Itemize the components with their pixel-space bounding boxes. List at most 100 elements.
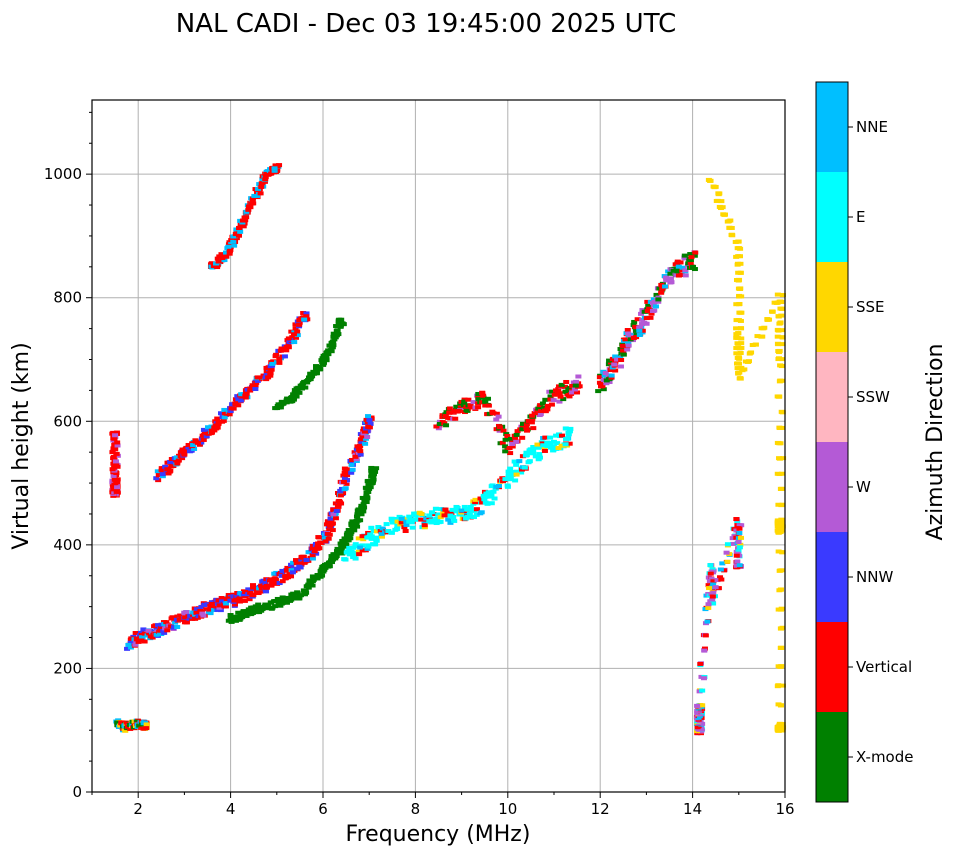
echo-mark: [309, 553, 316, 558]
echo-mark: [735, 318, 742, 323]
echo-mark: [596, 375, 603, 380]
echo-mark: [328, 340, 335, 345]
echo-mark: [242, 589, 249, 594]
echo-mark: [608, 375, 615, 380]
echo-mark: [735, 539, 742, 544]
echo-mark: [708, 576, 715, 581]
echo-mark: [258, 586, 265, 591]
echo-mark: [335, 332, 342, 337]
echo-mark: [214, 607, 221, 612]
echo-mark: [513, 469, 520, 474]
echo-mark: [370, 477, 377, 482]
echo-mark: [421, 523, 428, 528]
echo-mark: [293, 566, 300, 571]
echo-mark: [365, 414, 372, 419]
y-axis-ticks: 0 200 400 600 800 1000: [44, 111, 92, 801]
echo-mark: [346, 533, 353, 538]
echo-mark: [500, 428, 507, 433]
echo-mark: [523, 453, 530, 458]
echo-mark: [759, 334, 766, 339]
echo-mark: [225, 242, 232, 247]
echo-mark: [368, 468, 375, 473]
echo-mark: [236, 233, 243, 238]
echo-mark: [500, 479, 507, 484]
echo-mark: [333, 509, 340, 514]
echo-mark: [488, 493, 495, 498]
echo-mark: [507, 451, 514, 456]
echo-mark: [734, 361, 741, 366]
echo-mark: [351, 528, 358, 533]
echo-mark: [283, 348, 290, 353]
echo-mark: [182, 615, 189, 620]
x-axis-label: Frequency (MHz): [346, 822, 531, 847]
echo-mark: [221, 258, 228, 263]
echo-mark: [775, 356, 782, 361]
echo-mark: [249, 196, 256, 201]
echo-mark: [663, 275, 670, 280]
echo-mark: [329, 528, 336, 533]
echo-mark: [181, 613, 188, 618]
echo-mark: [172, 620, 179, 625]
echo-mark: [230, 594, 237, 599]
echo-mark: [735, 370, 742, 375]
echo-mark: [741, 367, 748, 372]
echo-mark: [226, 412, 233, 417]
echo-mark: [482, 399, 489, 404]
echo-mark: [132, 631, 139, 636]
echo-mark: [694, 703, 701, 708]
echo-mark: [223, 601, 230, 606]
echo-mark: [249, 592, 256, 597]
echo-mark: [327, 516, 334, 521]
echo-mark: [163, 620, 170, 625]
echo-mark: [302, 385, 309, 390]
echo-mark: [320, 360, 327, 365]
echo-mark: [562, 384, 569, 389]
echo-mark: [149, 635, 156, 640]
echo-mark: [280, 401, 287, 406]
echo-mark: [114, 720, 121, 725]
echo-mark: [549, 389, 556, 394]
echo-mark: [181, 450, 188, 455]
echo-mark: [254, 378, 261, 383]
echo-mark: [250, 585, 257, 590]
echo-mark: [548, 402, 555, 407]
echo-mark: [778, 664, 785, 669]
echo-mark: [238, 392, 245, 397]
echo-mark: [258, 184, 265, 189]
echo-mark: [504, 434, 511, 439]
echo-mark: [738, 341, 745, 346]
echo-mark: [362, 499, 369, 504]
echo-mark: [368, 474, 375, 479]
echo-mark: [646, 306, 653, 311]
echo-mark: [631, 319, 638, 324]
echo-mark: [687, 258, 694, 263]
echo-mark: [216, 603, 223, 608]
echo-mark: [388, 530, 395, 535]
echo-mark: [658, 290, 665, 295]
echo-mark: [210, 264, 217, 269]
echo-mark: [398, 516, 405, 521]
echo-mark: [345, 527, 352, 532]
echo-mark: [670, 268, 677, 273]
echo-mark: [428, 520, 435, 525]
echo-mark: [774, 440, 781, 445]
echo-mark: [624, 347, 631, 352]
echo-mark: [319, 573, 326, 578]
echo-mark: [513, 462, 520, 467]
echo-mark: [214, 256, 221, 261]
echo-mark: [475, 391, 482, 396]
echo-mark: [705, 605, 712, 610]
echo-mark: [291, 340, 298, 345]
echo-mark: [394, 526, 401, 531]
echo-mark: [328, 520, 335, 525]
echo-mark: [351, 554, 358, 559]
echo-mark: [620, 348, 627, 353]
echo-mark: [733, 335, 740, 340]
echo-mark: [315, 545, 322, 550]
echo-mark: [230, 406, 237, 411]
x-axis-ticks: 2 4 6 8 10 12 14 16: [91, 792, 795, 818]
echo-mark: [245, 207, 252, 212]
echo-mark: [452, 416, 459, 421]
echo-mark: [769, 309, 776, 314]
echo-mark: [258, 181, 265, 186]
